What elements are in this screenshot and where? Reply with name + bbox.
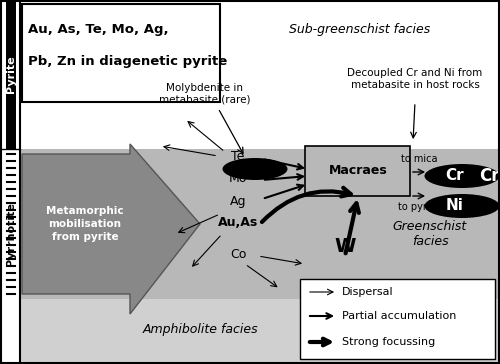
Text: Pyrite: Pyrite xyxy=(6,55,16,93)
Text: Strong focussing: Strong focussing xyxy=(342,337,435,347)
Text: Greenschist
facies: Greenschist facies xyxy=(393,220,467,248)
Text: Decoupled Cr and Ni from
metabasite in host rocks: Decoupled Cr and Ni from metabasite in h… xyxy=(348,68,482,90)
Text: Cr: Cr xyxy=(480,167,500,185)
Bar xyxy=(305,146,410,196)
Ellipse shape xyxy=(222,158,288,180)
Bar xyxy=(0,0,20,364)
Text: Ni: Ni xyxy=(446,198,464,214)
Text: Partial accumulation: Partial accumulation xyxy=(342,311,456,321)
Text: Sub-greenschist facies: Sub-greenschist facies xyxy=(290,23,430,36)
Ellipse shape xyxy=(424,164,500,188)
Bar xyxy=(0,149,500,299)
Text: Amphibolite facies: Amphibolite facies xyxy=(142,323,258,336)
Bar xyxy=(300,279,495,359)
Text: Au, As, Te, Mo, Ag,: Au, As, Te, Mo, Ag, xyxy=(28,23,168,36)
Text: Dispersal: Dispersal xyxy=(342,287,394,297)
Text: Molybdenite in
metabasite (rare): Molybdenite in metabasite (rare) xyxy=(159,83,251,105)
Bar xyxy=(22,4,220,102)
Text: W: W xyxy=(334,237,356,256)
Ellipse shape xyxy=(424,194,500,218)
Text: Pb, Zn in diagenetic pyrite: Pb, Zn in diagenetic pyrite xyxy=(28,55,227,68)
Bar xyxy=(6,0,16,149)
Text: Pyrrhotite: Pyrrhotite xyxy=(6,202,16,266)
Text: to pyrite: to pyrite xyxy=(398,202,440,212)
Text: Ag: Ag xyxy=(230,194,246,207)
Text: to mica: to mica xyxy=(401,154,437,164)
Text: Te: Te xyxy=(232,150,244,162)
Text: Metamorphic
mobilisation
from pyrite: Metamorphic mobilisation from pyrite xyxy=(46,206,124,242)
Polygon shape xyxy=(22,144,200,314)
Text: Au,As: Au,As xyxy=(218,217,258,229)
Text: Macraes: Macraes xyxy=(328,165,388,178)
Bar xyxy=(0,299,500,364)
Bar xyxy=(0,0,500,149)
Text: Co: Co xyxy=(230,248,246,261)
Bar xyxy=(6,149,16,299)
Text: Cr: Cr xyxy=(446,169,464,183)
Text: Mo: Mo xyxy=(229,173,247,186)
